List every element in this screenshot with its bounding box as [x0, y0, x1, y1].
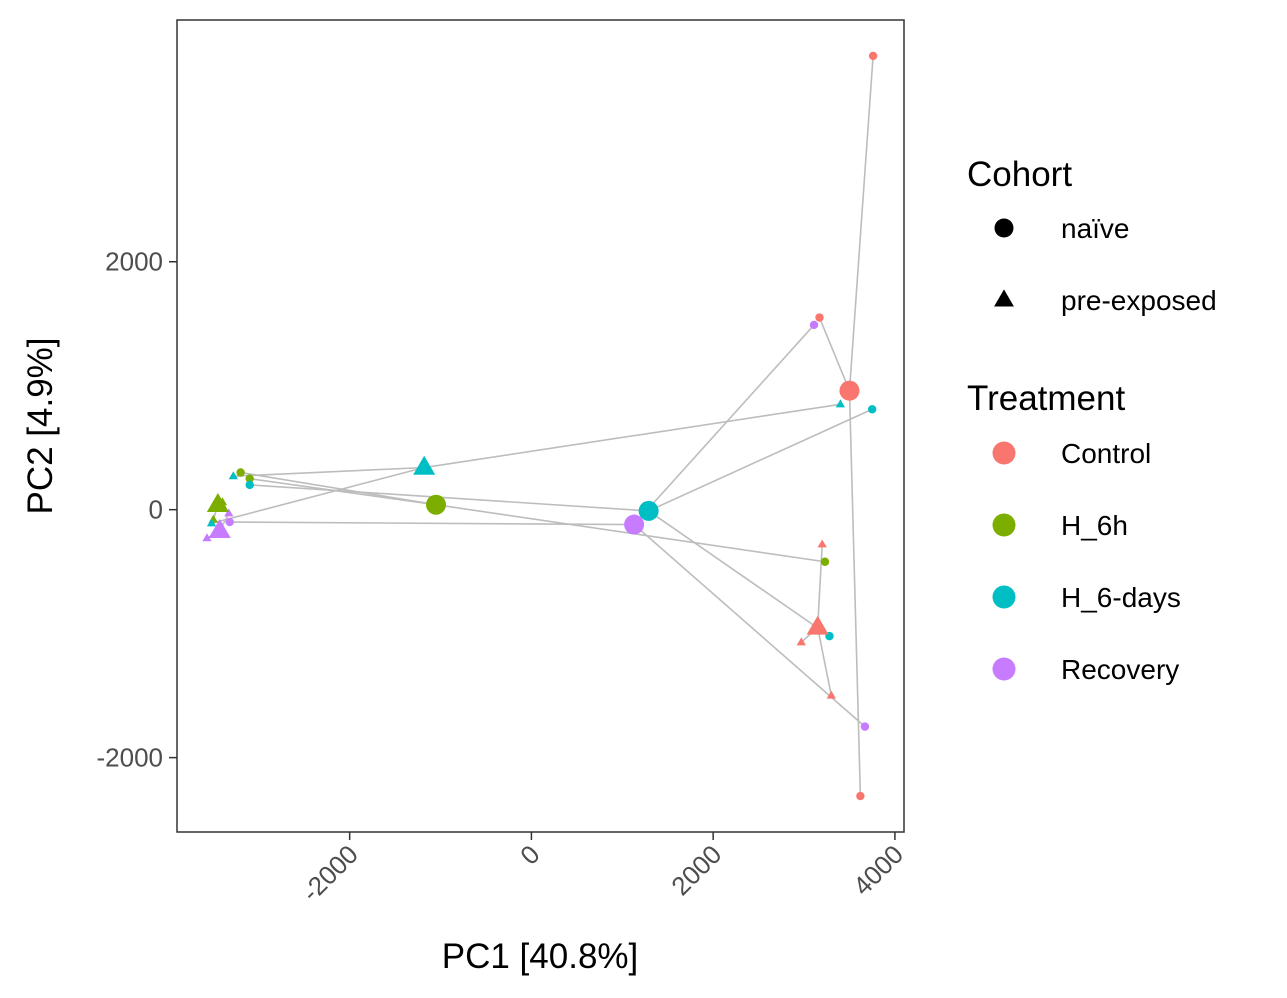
legend-label-cohort: naïve: [1061, 213, 1130, 244]
data-point: [826, 690, 836, 699]
segment-line: [816, 544, 824, 628]
data-point: [236, 468, 245, 477]
data-point: [815, 313, 824, 322]
data-point: [228, 471, 238, 480]
centroid-point: [413, 455, 436, 475]
segment-line: [633, 523, 866, 728]
y-tick-label: 2000: [105, 247, 163, 277]
data-point: [835, 399, 846, 408]
legend-label-cohort: pre-exposed: [1061, 285, 1217, 316]
data-point: [245, 474, 254, 483]
segment-line: [648, 408, 873, 512]
centroid-point: [638, 500, 659, 521]
legend-key-treatment: [992, 657, 1016, 681]
y-tick-label: -2000: [97, 743, 164, 773]
legend-title-cohort: Cohort: [967, 155, 1072, 194]
x-axis-title: PC1 [40.8%]: [442, 937, 639, 976]
data-point: [796, 637, 806, 646]
data-point: [867, 405, 877, 414]
centroid-point: [206, 492, 229, 512]
centroid-point: [425, 494, 446, 515]
legend-key-treatment: [992, 513, 1016, 537]
data-point: [820, 557, 830, 566]
centroid-point: [624, 514, 645, 535]
centroid-point: [806, 615, 829, 635]
segment-line: [229, 521, 635, 526]
segment-line: [633, 324, 815, 526]
data-point: [225, 517, 234, 527]
legend-label-treatment: Recovery: [1061, 654, 1179, 685]
segment-line: [816, 627, 833, 696]
data-point: [856, 791, 865, 801]
centroid-point: [839, 380, 860, 401]
data-point: [860, 722, 870, 731]
segment-line: [424, 403, 841, 469]
segment-line: [233, 466, 425, 478]
data-point: [868, 51, 878, 61]
legend-key-treatment: [992, 441, 1016, 465]
legend-title-treatment: Treatment: [967, 379, 1125, 418]
y-axis: -2000 0 2000: [97, 247, 177, 773]
legend-label-treatment: Control: [1061, 438, 1151, 469]
plot-panel-border: [176, 19, 905, 833]
y-tick-label: 0: [149, 495, 163, 525]
legend: Cohort naïve pre-exposed Treatment Contro…: [967, 155, 1217, 685]
legend-label-treatment: H_6h: [1061, 510, 1128, 541]
legend-key-circle: [994, 218, 1014, 238]
data-point: [809, 320, 819, 330]
legend-treatment-items: Control H_6h H_6-days Recovery: [992, 438, 1181, 685]
data-point: [224, 508, 234, 517]
segment-line: [240, 471, 437, 506]
legend-key-triangle: [994, 289, 1014, 307]
data-point: [206, 518, 217, 527]
legend-cohort-items: naïve pre-exposed: [994, 213, 1217, 316]
data-point: [202, 533, 212, 542]
legend-label-treatment: H_6-days: [1061, 582, 1181, 613]
segment-line: [818, 317, 851, 391]
data-point: [817, 539, 827, 548]
segment-line: [848, 55, 874, 391]
segment-line: [848, 390, 862, 797]
segment-line: [249, 484, 649, 512]
segment-line: [648, 510, 830, 637]
segment-line: [211, 466, 425, 525]
data-point: [245, 480, 254, 490]
y-axis-title: PC2 [4.9%]: [21, 337, 60, 514]
points-layer: [202, 51, 878, 801]
centroid-point: [208, 518, 231, 538]
legend-key-treatment: [992, 585, 1016, 609]
